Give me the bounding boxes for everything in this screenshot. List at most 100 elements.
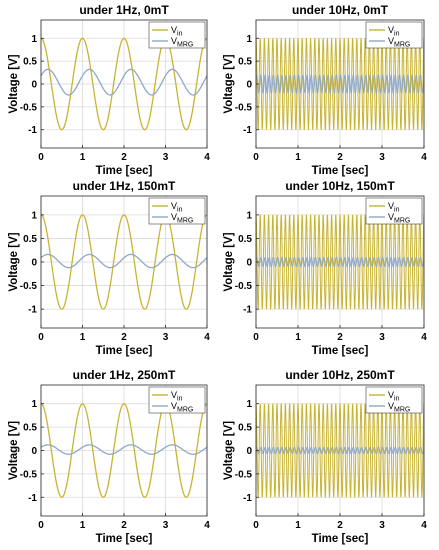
y-tick-label: -0.5	[20, 469, 38, 480]
y-axis-label: Voltage [V]	[223, 421, 235, 480]
legend-label-main: V	[171, 401, 177, 411]
y-axis-label: Voltage [V]	[8, 421, 20, 480]
legend-label-main: V	[388, 25, 394, 35]
x-axis-label: Time [sec]	[312, 345, 369, 357]
series-line-vmrg	[256, 256, 424, 268]
series-line-vmrg	[41, 444, 207, 455]
y-tick-label: 0.5	[238, 57, 252, 68]
x-tick-label: 3	[379, 520, 385, 531]
chart-panel-2: 0 1 2 3 4 1 0.5 0 -0.5 -1 under 10Hz, 0mT Time [sec…	[223, 3, 427, 177]
x-tick-label: 1	[295, 332, 301, 343]
x-tick-label: 3	[379, 152, 385, 163]
y-tick-label: 0.5	[23, 57, 37, 68]
x-axis-label: Time [sec]	[312, 533, 369, 545]
legend-label-subscript: MRG	[394, 407, 410, 414]
series-line-vin	[256, 38, 424, 130]
y-axis-label: Voltage [V]	[223, 232, 235, 291]
legend-label-vin: Vin	[388, 201, 400, 214]
legend-label-subscript: MRG	[177, 407, 193, 414]
legend-label-main: V	[171, 201, 177, 211]
x-axis-label: Time [sec]	[96, 345, 153, 357]
y-tick-label: -0.5	[235, 469, 253, 480]
y-axis-label: Voltage [V]	[8, 54, 20, 113]
y-tick-label: 0	[246, 258, 252, 269]
x-tick-label: 0	[38, 332, 44, 343]
chart-title: under 10Hz, 150mT	[285, 179, 395, 193]
chart-panel-6: 0 1 2 3 4 1 0.5 0 -0.5 -1 under 10Hz, 250mT Time [s…	[223, 368, 427, 545]
y-tick-label: 0	[31, 258, 37, 269]
legend-box	[148, 21, 206, 49]
legend-label-main: V	[388, 36, 394, 46]
x-axis-label: Time [sec]	[96, 165, 153, 177]
y-tick-label: 1	[31, 34, 37, 45]
x-tick-label: 4	[421, 520, 427, 531]
legend-box	[365, 386, 423, 414]
x-tick-label: 3	[163, 332, 169, 343]
y-tick-label: -0.5	[20, 281, 38, 292]
legend-label-main: V	[171, 390, 177, 400]
series-line-vmrg	[256, 446, 424, 455]
x-tick-label: 3	[379, 332, 385, 343]
legend-label-vin: Vin	[388, 25, 400, 38]
legend-label-main: V	[171, 25, 177, 35]
legend-label-subscript: in	[177, 396, 183, 403]
x-tick-label: 1	[80, 332, 86, 343]
chart-panel-5: 0 1 2 3 4 1 0.5 0 -0.5 -1 under 1Hz, 250mT Time [se…	[8, 368, 210, 545]
legend-label-vin: Vin	[171, 390, 183, 403]
x-axis-label: Time [sec]	[312, 165, 369, 177]
legend-label-vin: Vin	[388, 390, 400, 403]
legend-label-subscript: MRG	[177, 42, 193, 49]
x-tick-label: 2	[337, 332, 343, 343]
legend-label-main: V	[388, 401, 394, 411]
series-line-vmrg	[41, 68, 207, 96]
legend-label-vmrg: VMRG	[388, 36, 410, 49]
legend-label-subscript: in	[394, 207, 400, 214]
y-tick-label: -1	[28, 125, 37, 136]
x-tick-label: 3	[163, 520, 169, 531]
series-line-vmrg	[41, 253, 207, 269]
legend-label-subscript: in	[394, 31, 400, 38]
x-tick-label: 2	[337, 152, 343, 163]
y-tick-label: 1	[31, 399, 37, 410]
legend-box	[365, 21, 423, 49]
x-tick-label: 0	[253, 520, 259, 531]
legend-label-subscript: in	[177, 31, 183, 38]
y-tick-label: 1	[246, 399, 252, 410]
x-tick-label: 0	[253, 152, 259, 163]
series-line-vin	[41, 403, 207, 498]
legend-label-vmrg: VMRG	[171, 36, 193, 49]
y-tick-label: -0.5	[235, 102, 253, 113]
y-tick-label: 0.5	[238, 234, 252, 245]
series-line-vin	[256, 403, 424, 498]
y-tick-label: 0	[31, 446, 37, 457]
series-line-vin	[256, 214, 424, 310]
legend-label-vin: Vin	[171, 25, 183, 38]
legend-label-vmrg: VMRG	[388, 212, 410, 225]
x-tick-label: 2	[121, 152, 127, 163]
x-tick-label: 1	[80, 520, 86, 531]
series-line-vin	[41, 214, 207, 310]
legend-label-vmrg: VMRG	[171, 401, 193, 414]
y-tick-label: 0.5	[23, 423, 37, 434]
x-tick-label: 4	[421, 152, 427, 163]
legend-box	[148, 386, 206, 414]
legend-label-subscript: MRG	[177, 218, 193, 225]
y-tick-label: 1	[246, 34, 252, 45]
x-tick-label: 2	[121, 520, 127, 531]
legend-label-main: V	[388, 212, 394, 222]
chart-panel-3: 0 1 2 3 4 1 0.5 0 -0.5 -1 under 1Hz, 150mT Time [se…	[8, 179, 210, 357]
chart-title: under 1Hz, 0mT	[79, 3, 169, 17]
y-tick-label: -1	[28, 493, 37, 504]
x-tick-label: 4	[421, 332, 427, 343]
y-tick-label: -1	[243, 493, 252, 504]
chart-title: under 10Hz, 250mT	[285, 368, 395, 382]
x-tick-label: 2	[337, 520, 343, 531]
series-line-vin	[41, 37, 207, 131]
y-tick-label: 0.5	[23, 234, 37, 245]
x-axis-label: Time [sec]	[96, 533, 153, 545]
legend-label-main: V	[388, 201, 394, 211]
